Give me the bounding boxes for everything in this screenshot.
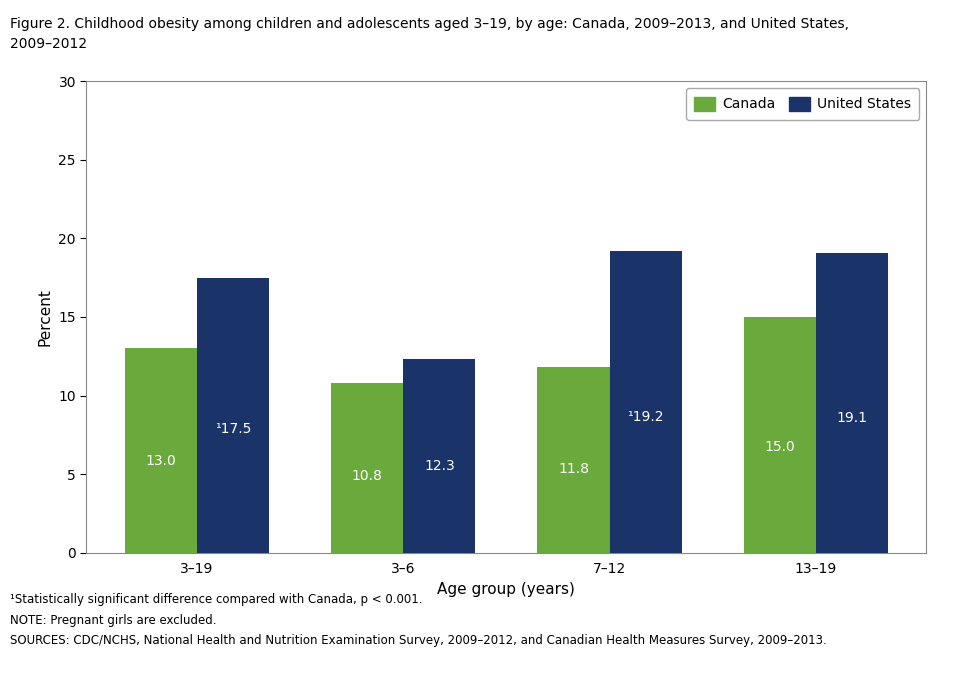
Bar — [816, 253, 888, 553]
Text: 10.8: 10.8 — [351, 469, 382, 483]
Text: ¹17.5: ¹17.5 — [215, 422, 252, 436]
Text: 2009–2012: 2009–2012 — [10, 37, 86, 52]
Text: 11.8: 11.8 — [558, 462, 589, 476]
Text: 13.0: 13.0 — [145, 454, 176, 468]
Text: 19.1: 19.1 — [836, 411, 868, 424]
Text: ¹19.2: ¹19.2 — [628, 410, 664, 424]
Text: 12.3: 12.3 — [424, 458, 455, 473]
Bar — [403, 359, 475, 553]
Text: 15.0: 15.0 — [764, 439, 795, 454]
Text: Figure 2. Childhood obesity among children and adolescents aged 3–19, by age: Ca: Figure 2. Childhood obesity among childr… — [10, 17, 849, 31]
Bar — [197, 278, 269, 553]
Legend: Canada, United States: Canada, United States — [686, 88, 920, 120]
X-axis label: Age group (years): Age group (years) — [438, 582, 575, 597]
Bar — [125, 348, 197, 553]
Text: NOTE: Pregnant girls are excluded.: NOTE: Pregnant girls are excluded. — [10, 614, 216, 626]
Bar — [331, 383, 403, 553]
Bar — [610, 251, 682, 553]
Bar — [538, 367, 610, 553]
Bar — [744, 317, 816, 553]
Y-axis label: Percent: Percent — [37, 288, 53, 346]
Text: ¹Statistically significant difference compared with Canada, p < 0.001.: ¹Statistically significant difference co… — [10, 593, 422, 606]
Text: SOURCES: CDC/NCHS, National Health and Nutrition Examination Survey, 2009–2012, : SOURCES: CDC/NCHS, National Health and N… — [10, 634, 827, 647]
